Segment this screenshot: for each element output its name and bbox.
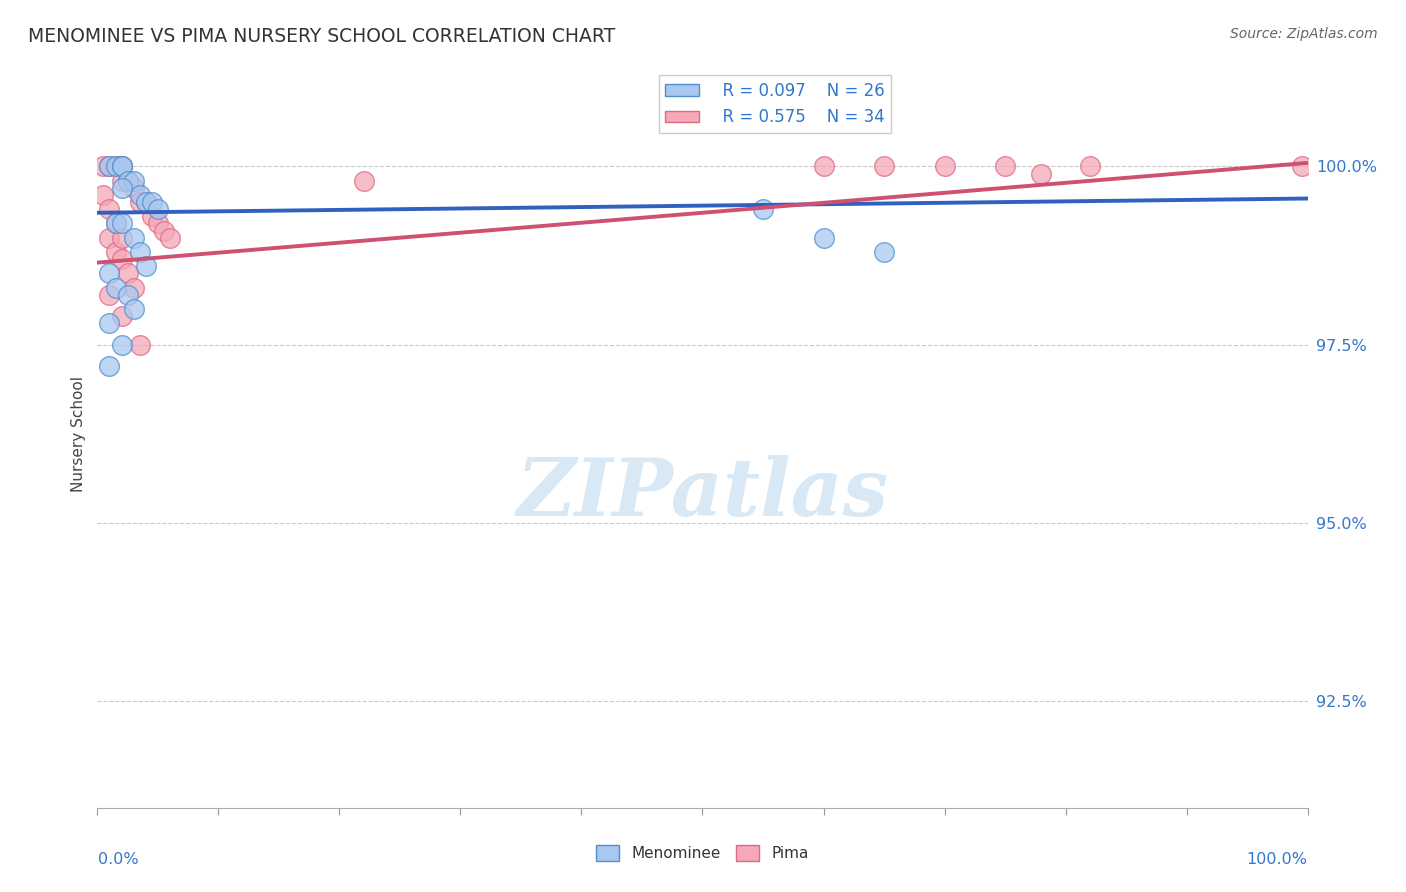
Point (146, 202, 169, 217)
Point (1078, 160, 1101, 174)
Point (128, 244, 150, 259)
Point (110, 181, 132, 195)
Point (98, 160, 121, 174)
Point (110, 217, 132, 231)
Point (104, 160, 127, 174)
Point (110, 160, 132, 174)
Point (873, 244, 896, 259)
Point (93, 188, 115, 202)
Point (98, 160, 121, 174)
Point (98, 202, 121, 217)
Point (104, 160, 127, 174)
Text: MENOMINEE VS PIMA NURSERY SCHOOL CORRELATION CHART: MENOMINEE VS PIMA NURSERY SCHOOL CORRELA… (28, 27, 616, 45)
Point (813, 230, 835, 244)
Text: Source: ZipAtlas.com: Source: ZipAtlas.com (1230, 27, 1378, 41)
Point (98, 316, 121, 330)
Point (98, 287, 121, 301)
Point (117, 174, 139, 188)
Point (934, 160, 956, 174)
Point (1291, 160, 1313, 174)
Point (353, 174, 375, 188)
Point (122, 301, 145, 316)
Y-axis label: Nursery School: Nursery School (72, 376, 86, 491)
Point (98, 266, 121, 280)
Point (110, 337, 132, 351)
Point (110, 309, 132, 323)
Point (1031, 167, 1053, 181)
Point (153, 223, 176, 237)
Text: ZIPatlas: ZIPatlas (516, 455, 889, 533)
Point (752, 202, 775, 217)
Point (128, 337, 150, 351)
Point (117, 174, 139, 188)
Point (110, 230, 132, 244)
Point (110, 160, 132, 174)
Point (873, 160, 896, 174)
Legend:   R = 0.097    N = 26,   R = 0.575    N = 34: R = 0.097 N = 26, R = 0.575 N = 34 (659, 76, 891, 133)
Point (122, 181, 145, 195)
Point (813, 160, 835, 174)
Point (110, 252, 132, 266)
Text: 0.0%: 0.0% (98, 852, 139, 867)
Point (104, 280, 127, 294)
Point (98, 359, 121, 373)
Point (98, 230, 121, 244)
Point (135, 259, 157, 273)
Point (128, 195, 150, 210)
Point (994, 160, 1017, 174)
Point (128, 188, 150, 202)
Point (135, 195, 157, 210)
Point (104, 217, 127, 231)
Point (135, 195, 157, 210)
Point (104, 244, 127, 259)
Point (117, 287, 139, 301)
Point (122, 174, 145, 188)
Point (141, 195, 163, 210)
Text: 100.0%: 100.0% (1247, 852, 1308, 867)
Point (122, 230, 145, 244)
Point (122, 280, 145, 294)
Point (110, 160, 132, 174)
Point (146, 217, 169, 231)
Point (159, 230, 181, 244)
Point (104, 160, 127, 174)
Point (117, 266, 139, 280)
Point (93, 160, 115, 174)
Point (110, 174, 132, 188)
Point (104, 217, 127, 231)
Point (141, 210, 163, 224)
